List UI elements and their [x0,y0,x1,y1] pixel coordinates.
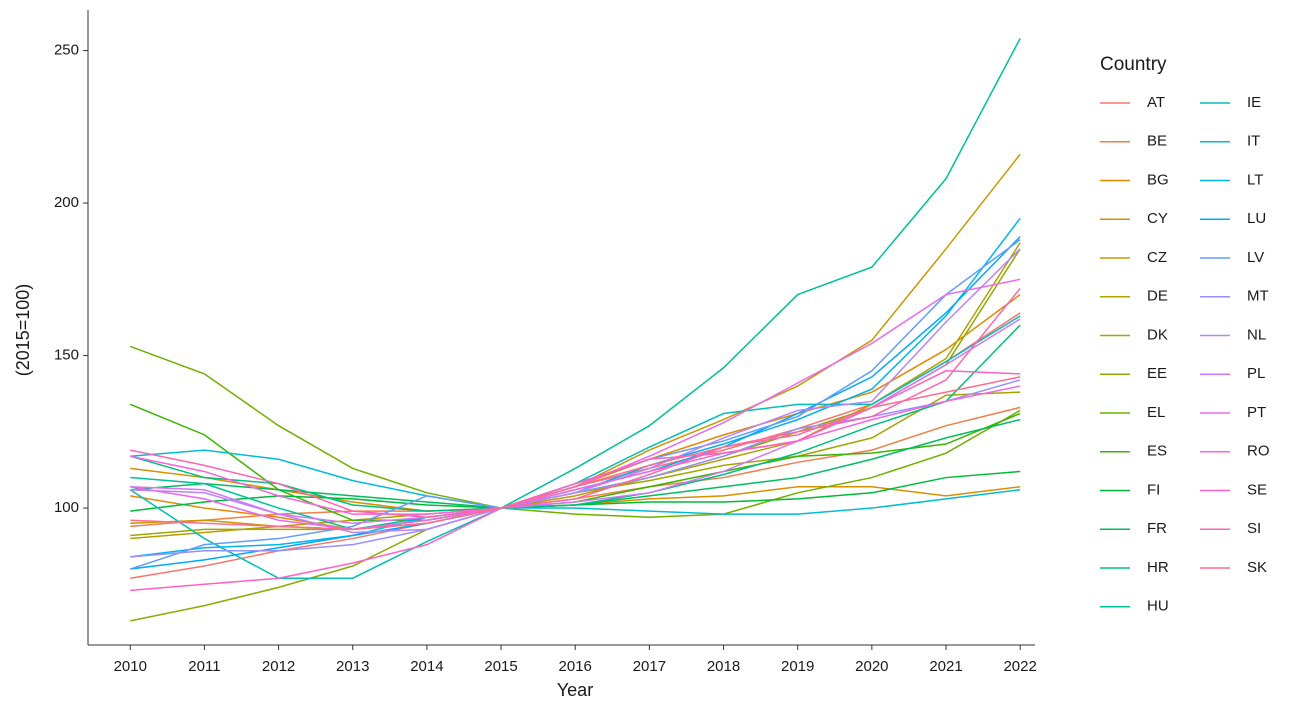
legend-label: PT [1247,404,1266,421]
series-line [130,376,1021,531]
legend-label: IT [1247,133,1260,150]
legend-label: SE [1247,481,1267,498]
legend-label: AT [1147,94,1165,111]
legend-label: SK [1247,559,1267,576]
legend-label: DK [1147,326,1168,343]
y-axis-title: (2015=100) [13,284,33,377]
legend-label: EL [1147,404,1165,421]
legend-label: BG [1147,171,1169,188]
series-line [130,418,1021,509]
series-line [130,236,1021,570]
x-tick-label: 2017 [633,658,666,675]
legend-title: Country [1100,54,1167,75]
series-line [130,287,1021,518]
legend-label: DE [1147,288,1168,305]
legend-label: NL [1247,326,1266,343]
x-tick-label: 2018 [707,658,740,675]
legend-label: FR [1147,520,1167,537]
x-axis-title: Year [557,680,593,700]
x-tick-label: 2014 [410,658,443,675]
series-line [130,385,1021,515]
legend-label: LU [1247,210,1266,227]
y-tick-label: 100 [54,499,79,516]
y-tick-label: 250 [54,42,79,59]
legend-label: FI [1147,481,1160,498]
legend-label: HR [1147,559,1169,576]
legend-label: MT [1247,288,1269,305]
legend-label: IE [1247,94,1261,111]
y-tick-label: 150 [54,347,79,364]
y-tick-label: 200 [54,194,79,211]
legend-label: CZ [1147,249,1167,266]
legend-label: RO [1247,443,1270,460]
legend-label: LT [1247,171,1263,188]
series-line [130,449,1021,515]
x-tick-label: 2010 [114,658,147,675]
x-tick-label: 2019 [781,658,814,675]
series-line [130,242,1021,540]
legend-label: ES [1147,443,1167,460]
series-line [130,248,1021,622]
x-tick-label: 2016 [559,658,592,675]
series-line [130,38,1021,531]
legend-label: PL [1247,365,1265,382]
x-tick-label: 2013 [336,658,369,675]
legend-label: EE [1147,365,1167,382]
x-tick-label: 2020 [855,658,888,675]
legend-label: HU [1147,598,1169,615]
legend-label: BE [1147,133,1167,150]
legend-label: CY [1147,210,1168,227]
x-tick-label: 2015 [484,658,517,675]
x-tick-label: 2021 [929,658,962,675]
legend-label: LV [1247,249,1264,266]
x-tick-label: 2022 [1003,658,1036,675]
series-line [130,345,1021,518]
x-tick-label: 2011 [188,658,220,675]
x-tick-label: 2012 [262,658,295,675]
legend-label: SI [1247,520,1261,537]
series-line [130,293,1021,531]
